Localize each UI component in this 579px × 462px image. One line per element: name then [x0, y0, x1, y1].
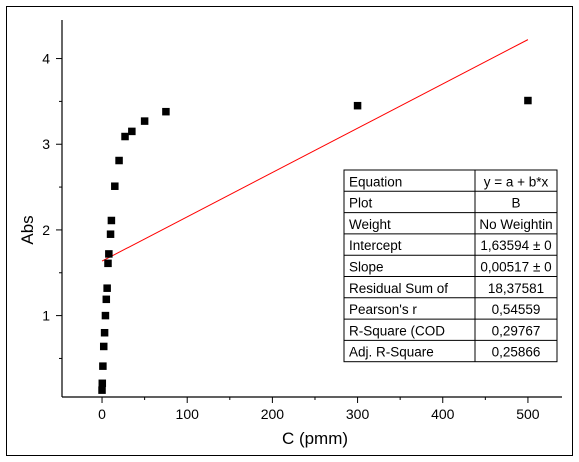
fit-table-key: Slope — [349, 260, 384, 275]
data-point — [102, 295, 111, 304]
data-point — [99, 342, 108, 351]
data-point — [101, 311, 110, 320]
fit-table-value: 1,63594 ± 0 — [480, 238, 551, 253]
linear-fit-line — [101, 39, 529, 262]
scatter-points — [98, 96, 532, 394]
fit-table-key: Plot — [349, 196, 373, 211]
y-tick-label: 4 — [42, 51, 50, 67]
y-tick-label: 2 — [42, 222, 50, 238]
y-tick-label: 1 — [42, 308, 50, 324]
fit-parameter-table: Equation y = a + b*x Plot B Weight No Weighti… — [343, 169, 558, 363]
fit-table-frame — [343, 169, 558, 363]
fit-table-value: No Weightin — [479, 217, 552, 232]
data-point — [99, 362, 107, 370]
fit-layer — [101, 39, 529, 262]
data-point — [100, 328, 109, 337]
data-point — [162, 107, 170, 116]
y-axis-label: Abs — [18, 215, 37, 244]
x-tick-label: 300 — [346, 406, 370, 422]
x-tick-label: 100 — [176, 406, 200, 422]
axes: 0 100 200 300 400 500 1 2 3 4 — [42, 20, 562, 422]
fit-table-value: 0,25866 — [492, 345, 541, 360]
data-point — [107, 216, 116, 225]
fit-table-key: R-Square (COD — [349, 323, 445, 338]
data-point — [121, 132, 129, 141]
fit-table-value: 18,37581 — [488, 281, 544, 296]
data-point — [353, 101, 362, 110]
data-point — [140, 117, 149, 125]
data-point — [115, 156, 123, 165]
x-tick-label: 400 — [431, 406, 455, 422]
data-point — [524, 96, 532, 105]
x-tick-label: 0 — [98, 406, 106, 422]
data-point — [105, 250, 113, 258]
fit-table-key: Weight — [349, 217, 391, 232]
fit-table-key: Equation — [349, 174, 402, 189]
fit-table-key: Pearson's r — [349, 302, 417, 317]
fit-table-value: B — [511, 196, 520, 211]
data-point — [98, 386, 106, 394]
data-point — [128, 127, 136, 136]
fit-table-value: y = a + b*x — [484, 174, 549, 189]
fit-table-key: Intercept — [349, 238, 402, 253]
data-point — [111, 182, 119, 190]
x-tick-label: 500 — [516, 406, 540, 422]
y-tick-label: 3 — [42, 136, 50, 152]
fit-table-value: 0,54559 — [492, 302, 541, 317]
fit-table-value: 0,00517 ± 0 — [480, 260, 551, 275]
x-axis-label: C (pmm) — [282, 429, 348, 448]
data-point — [104, 259, 112, 268]
data-point — [98, 379, 107, 388]
fit-table-key: Residual Sum of — [349, 281, 448, 296]
data-point — [106, 230, 115, 238]
data-point — [103, 284, 111, 292]
x-tick-label: 200 — [261, 406, 285, 422]
fit-table-value: 0,29767 — [492, 323, 541, 338]
fit-table-key: Adj. R-Square — [349, 345, 434, 360]
